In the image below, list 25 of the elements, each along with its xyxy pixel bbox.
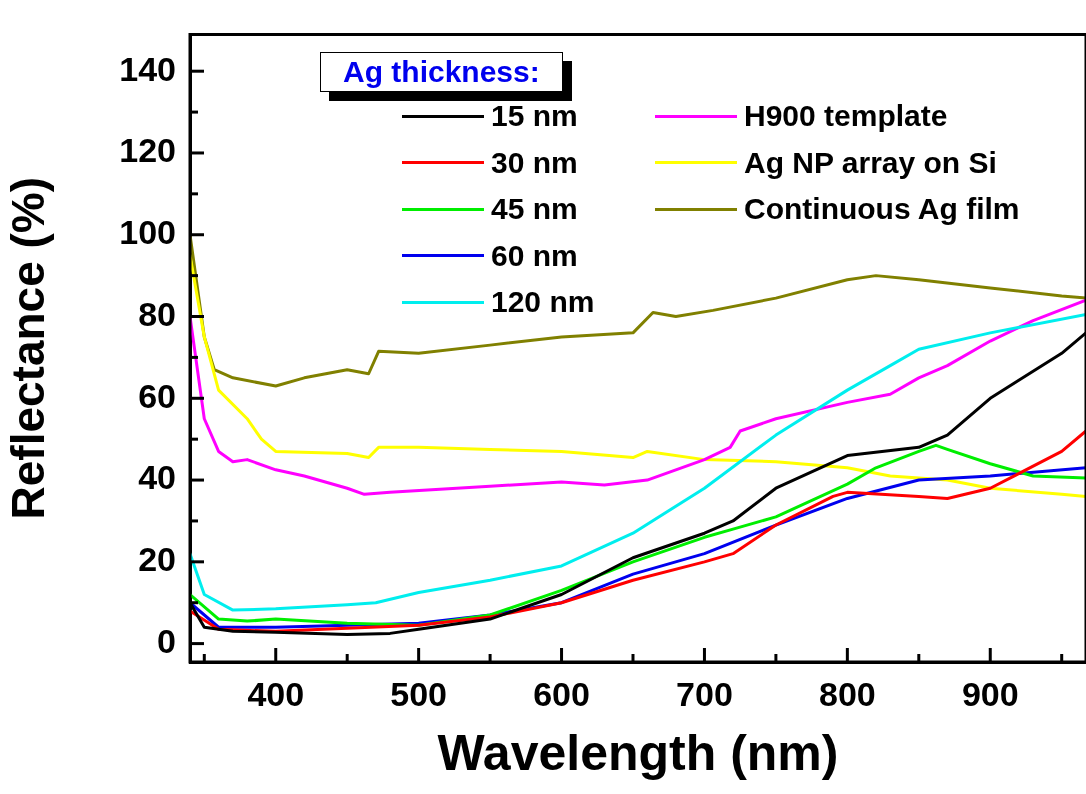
y-axis-title: Reflectance (%) (2, 176, 55, 520)
legend-title: Ag thickness: (320, 52, 563, 92)
y-tick-label: 60 (138, 376, 176, 415)
x-tick-label: 900 (961, 674, 1019, 713)
legend-label: Ag NP array on Si (744, 145, 997, 180)
x-tick-label: 500 (390, 674, 448, 713)
x-tick-label: 700 (676, 674, 733, 713)
legend-label: 15 nm (491, 99, 578, 133)
y-tick-label: 0 (157, 621, 176, 660)
y-tick-label: 20 (138, 540, 176, 579)
y-tick-label: 80 (138, 294, 176, 333)
legend-label: Continuous Ag film (744, 192, 1020, 226)
legend-label: 120 nm (491, 285, 595, 319)
y-tick-label: 100 (119, 213, 176, 252)
y-tick-label: 140 (119, 49, 176, 88)
legend-label: 45 nm (491, 192, 578, 226)
x-tick-label: 600 (533, 674, 590, 713)
legend-label: H900 template (744, 99, 948, 133)
x-axis-title: Wavelength (nm) (437, 724, 839, 781)
x-tick-label: 800 (818, 674, 876, 713)
x-tick-label: 400 (247, 674, 305, 713)
y-tick-label: 40 (138, 458, 176, 497)
legend-label: 60 nm (491, 238, 578, 273)
y-tick-label: 120 (119, 131, 176, 170)
legend-label: 30 nm (491, 145, 578, 180)
